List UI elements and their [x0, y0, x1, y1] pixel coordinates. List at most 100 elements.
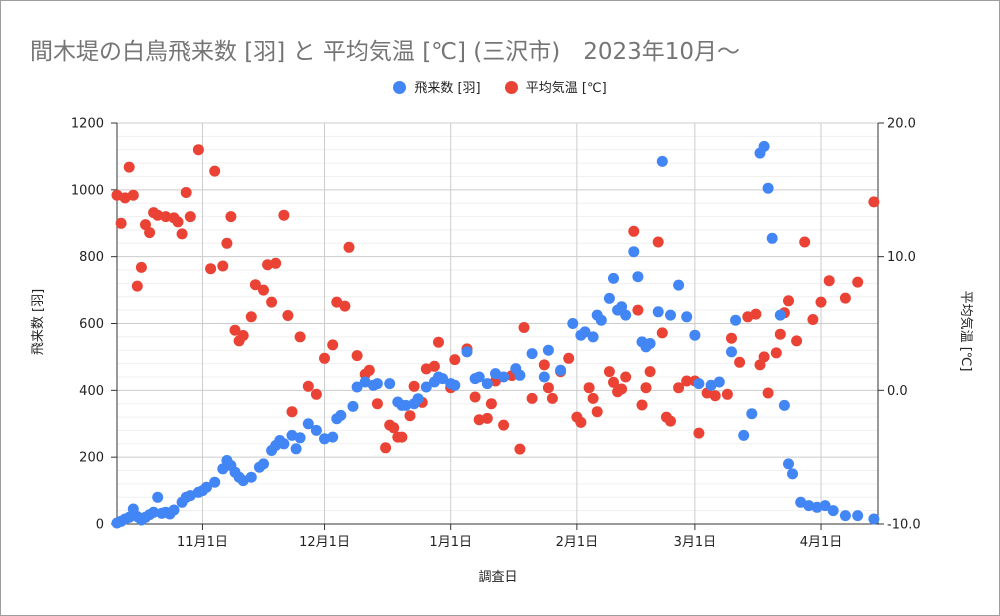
temperature-point[interactable]	[225, 211, 237, 223]
temperature-point[interactable]	[237, 330, 249, 341]
count-point[interactable]	[201, 481, 212, 493]
count-point[interactable]	[579, 326, 591, 338]
temperature-point[interactable]	[184, 211, 196, 223]
count-point[interactable]	[774, 309, 786, 321]
temperature-point[interactable]	[640, 382, 652, 394]
temperature-point[interactable]	[770, 347, 782, 359]
count-point[interactable]	[327, 431, 339, 443]
temperature-point[interactable]	[783, 295, 794, 307]
count-point[interactable]	[542, 344, 554, 356]
count-point[interactable]	[652, 306, 664, 318]
count-point[interactable]	[526, 348, 538, 360]
temperature-point[interactable]	[339, 300, 351, 312]
temperature-point[interactable]	[469, 391, 481, 403]
temperature-point[interactable]	[371, 398, 383, 410]
count-point[interactable]	[746, 408, 758, 420]
temperature-point[interactable]	[205, 263, 217, 275]
temperature-point[interactable]	[286, 406, 298, 418]
temperature-point[interactable]	[852, 276, 864, 288]
count-point[interactable]	[319, 433, 330, 445]
temperature-point[interactable]	[172, 216, 184, 228]
count-point[interactable]	[473, 371, 485, 383]
count-point[interactable]	[819, 500, 831, 512]
count-point[interactable]	[310, 424, 322, 436]
temperature-point[interactable]	[709, 390, 721, 402]
count-point[interactable]	[665, 309, 676, 321]
temperature-point[interactable]	[620, 371, 632, 383]
count-point[interactable]	[827, 505, 839, 517]
legend-item-temperature[interactable]: 平均気温 [℃]	[504, 77, 607, 96]
count-point[interactable]	[294, 432, 306, 444]
temperature-point[interactable]	[176, 228, 188, 240]
count-point[interactable]	[587, 331, 599, 343]
count-point[interactable]	[738, 429, 750, 441]
count-point[interactable]	[514, 369, 526, 381]
temperature-point[interactable]	[351, 350, 363, 362]
count-point[interactable]	[616, 301, 628, 313]
temperature-point[interactable]	[258, 284, 269, 296]
temperature-point[interactable]	[380, 442, 392, 454]
count-point[interactable]	[123, 511, 135, 523]
count-point[interactable]	[412, 393, 424, 405]
temperature-point[interactable]	[266, 296, 278, 308]
count-point[interactable]	[335, 409, 347, 421]
temperature-point[interactable]	[791, 335, 803, 347]
temperature-point[interactable]	[652, 236, 664, 248]
temperature-point[interactable]	[180, 187, 192, 198]
temperature-point[interactable]	[473, 414, 485, 426]
temperature-point[interactable]	[868, 196, 880, 208]
count-point[interactable]	[766, 232, 778, 244]
temperature-point[interactable]	[538, 359, 550, 371]
temperature-point[interactable]	[278, 209, 290, 221]
temperature-point[interactable]	[135, 261, 147, 273]
count-point[interactable]	[168, 504, 180, 516]
temperature-point[interactable]	[408, 380, 420, 392]
temperature-point[interactable]	[726, 332, 737, 344]
temperature-point[interactable]	[750, 308, 762, 320]
temperature-point[interactable]	[245, 311, 257, 323]
temperature-point[interactable]	[636, 399, 648, 411]
temperature-point[interactable]	[526, 392, 538, 404]
count-point[interactable]	[726, 346, 737, 358]
temperature-point[interactable]	[262, 259, 274, 271]
count-point[interactable]	[603, 292, 615, 304]
temperature-point[interactable]	[644, 366, 656, 378]
count-point[interactable]	[209, 476, 221, 488]
temperature-point[interactable]	[498, 419, 510, 431]
temperature-point[interactable]	[396, 431, 408, 443]
count-point[interactable]	[852, 510, 864, 522]
count-point[interactable]	[290, 443, 302, 455]
count-point[interactable]	[713, 376, 725, 388]
count-point[interactable]	[762, 182, 774, 194]
temperature-point[interactable]	[217, 260, 229, 272]
temperature-point[interactable]	[363, 364, 375, 376]
temperature-point[interactable]	[152, 209, 164, 221]
temperature-point[interactable]	[192, 144, 204, 156]
temperature-point[interactable]	[518, 322, 530, 333]
count-point[interactable]	[538, 371, 550, 383]
temperature-point[interactable]	[282, 310, 294, 321]
temperature-point[interactable]	[294, 331, 306, 343]
temperature-point[interactable]	[774, 328, 786, 340]
count-point[interactable]	[681, 311, 693, 323]
temperature-point[interactable]	[656, 327, 668, 339]
temperature-point[interactable]	[815, 296, 827, 308]
count-point[interactable]	[595, 314, 607, 326]
count-point[interactable]	[730, 314, 742, 326]
temperature-point[interactable]	[628, 225, 640, 237]
temperature-point[interactable]	[665, 415, 676, 427]
count-point[interactable]	[371, 378, 383, 390]
temperature-point[interactable]	[270, 257, 282, 269]
temperature-point[interactable]	[762, 387, 774, 399]
temperature-point[interactable]	[428, 360, 440, 372]
temperature-point[interactable]	[734, 356, 746, 368]
temperature-point[interactable]	[616, 383, 628, 395]
temperature-point[interactable]	[799, 236, 811, 248]
temperature-point[interactable]	[608, 376, 619, 388]
legend-item-count[interactable]: 飛来数 [羽]	[393, 77, 481, 96]
count-point[interactable]	[437, 373, 449, 385]
temperature-point[interactable]	[546, 392, 558, 404]
count-point[interactable]	[628, 246, 640, 258]
temperature-point[interactable]	[587, 392, 599, 404]
count-point[interactable]	[384, 378, 396, 390]
